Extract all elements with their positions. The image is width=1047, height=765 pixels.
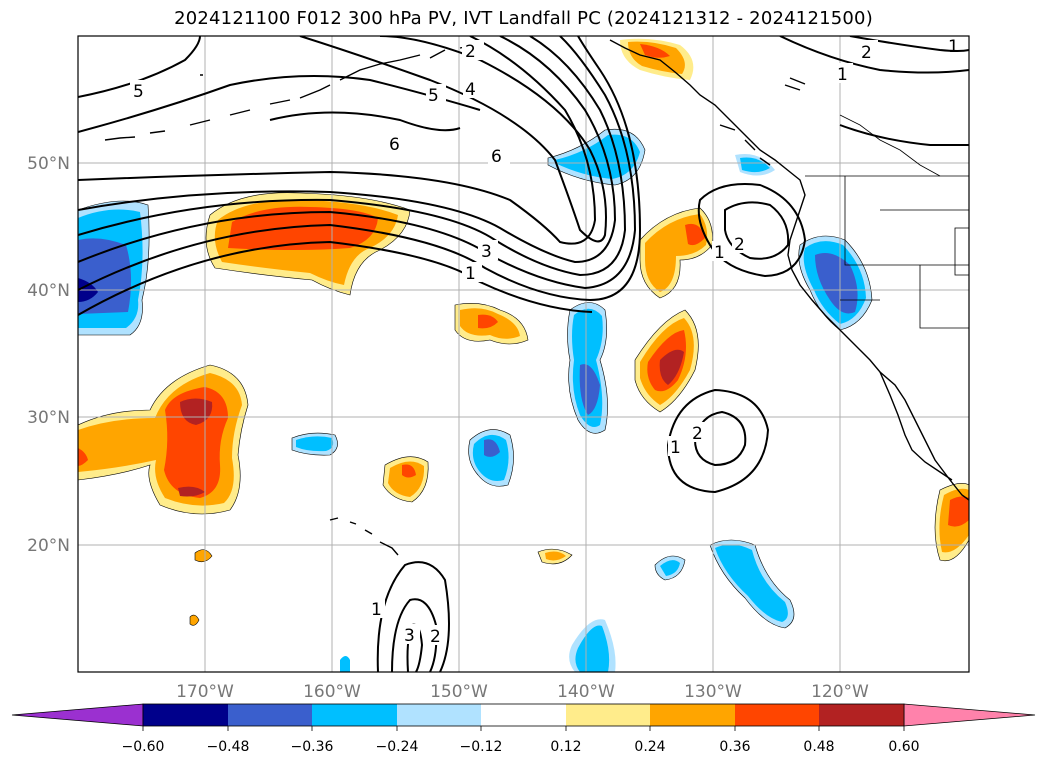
contour-label: 2 [734,235,745,255]
contour-label: 6 [491,147,502,167]
map-title: 2024121100 F012 300 hPa PV, IVT Landfall… [174,8,873,29]
contour-label: 1 [670,438,681,458]
contour-label: 1 [837,65,848,85]
contour-label: 2 [692,424,703,444]
lon-label: 170°W [176,682,234,702]
colorbar-segment [143,704,228,726]
map-frame [77,35,970,673]
contour-label: 3 [481,242,492,262]
colorbar-extend-high [903,703,1036,727]
contour-label: 1 [714,243,725,263]
contour-label: 1 [465,264,476,284]
colorbar: −0.60 −0.48 −0.36 −0.24 −0.12 0.12 0.24 … [11,703,1036,755]
colorbar-tick-label: 0.60 [888,739,919,755]
contour-label: 2 [861,43,872,63]
pv-contours [78,36,969,672]
colorbar-tick-label: 0.12 [550,739,581,755]
lon-label: 160°W [303,682,361,702]
lon-label: 150°W [430,682,488,702]
contour-label: 2 [430,627,441,647]
contour-label: 6 [389,135,400,155]
colorbar-segment [735,704,819,726]
colorbar-tick-label: 0.36 [719,739,750,755]
colorbar-segment [650,704,735,726]
colorbar-tick-label: −0.36 [291,739,334,755]
lat-label: 40°N [27,281,70,301]
colorbar-tick-label: 0.48 [803,739,834,755]
lon-label: 140°W [557,682,615,702]
colorbar-segment [397,704,481,726]
contour-label: 4 [465,80,476,100]
lat-axis-labels: 50°N 40°N 30°N 20°N [27,154,70,556]
contour-labels: 5 2 1 2 1 5 4 6 6 3 1 1 2 1 [130,37,959,647]
map-background [78,36,969,672]
lon-label: 130°W [684,682,742,702]
colorbar-segment [481,704,566,726]
contour-label: 1 [948,37,959,57]
colorbar-tick-label: −0.60 [122,739,165,755]
contour-label: 1 [371,600,382,620]
lon-axis-labels: 170°W 160°W 150°W 140°W 130°W 120°W [176,682,869,702]
lat-label: 20°N [27,536,70,556]
colorbar-segment [819,704,904,726]
contour-label: 5 [133,82,144,102]
colorbar-segment [312,704,397,726]
contour-label: 3 [404,626,415,646]
lon-label: 120°W [811,682,869,702]
borders [805,114,969,329]
colorbar-tick-label: −0.48 [207,739,250,755]
contour-label: 2 [465,42,476,62]
colorbar-tick-label: −0.24 [376,739,419,755]
contour-label: 5 [428,86,439,106]
colorbar-tick-label: 0.24 [634,739,665,755]
coastlines [104,39,969,556]
colorbar-extend-low [11,703,144,727]
colorbar-tick-label: −0.12 [460,739,503,755]
lat-label: 30°N [27,408,70,428]
colorbar-segment [228,704,312,726]
colorbar-outline [142,703,905,727]
lat-label: 50°N [27,154,70,174]
colorbar-segment [566,704,650,726]
